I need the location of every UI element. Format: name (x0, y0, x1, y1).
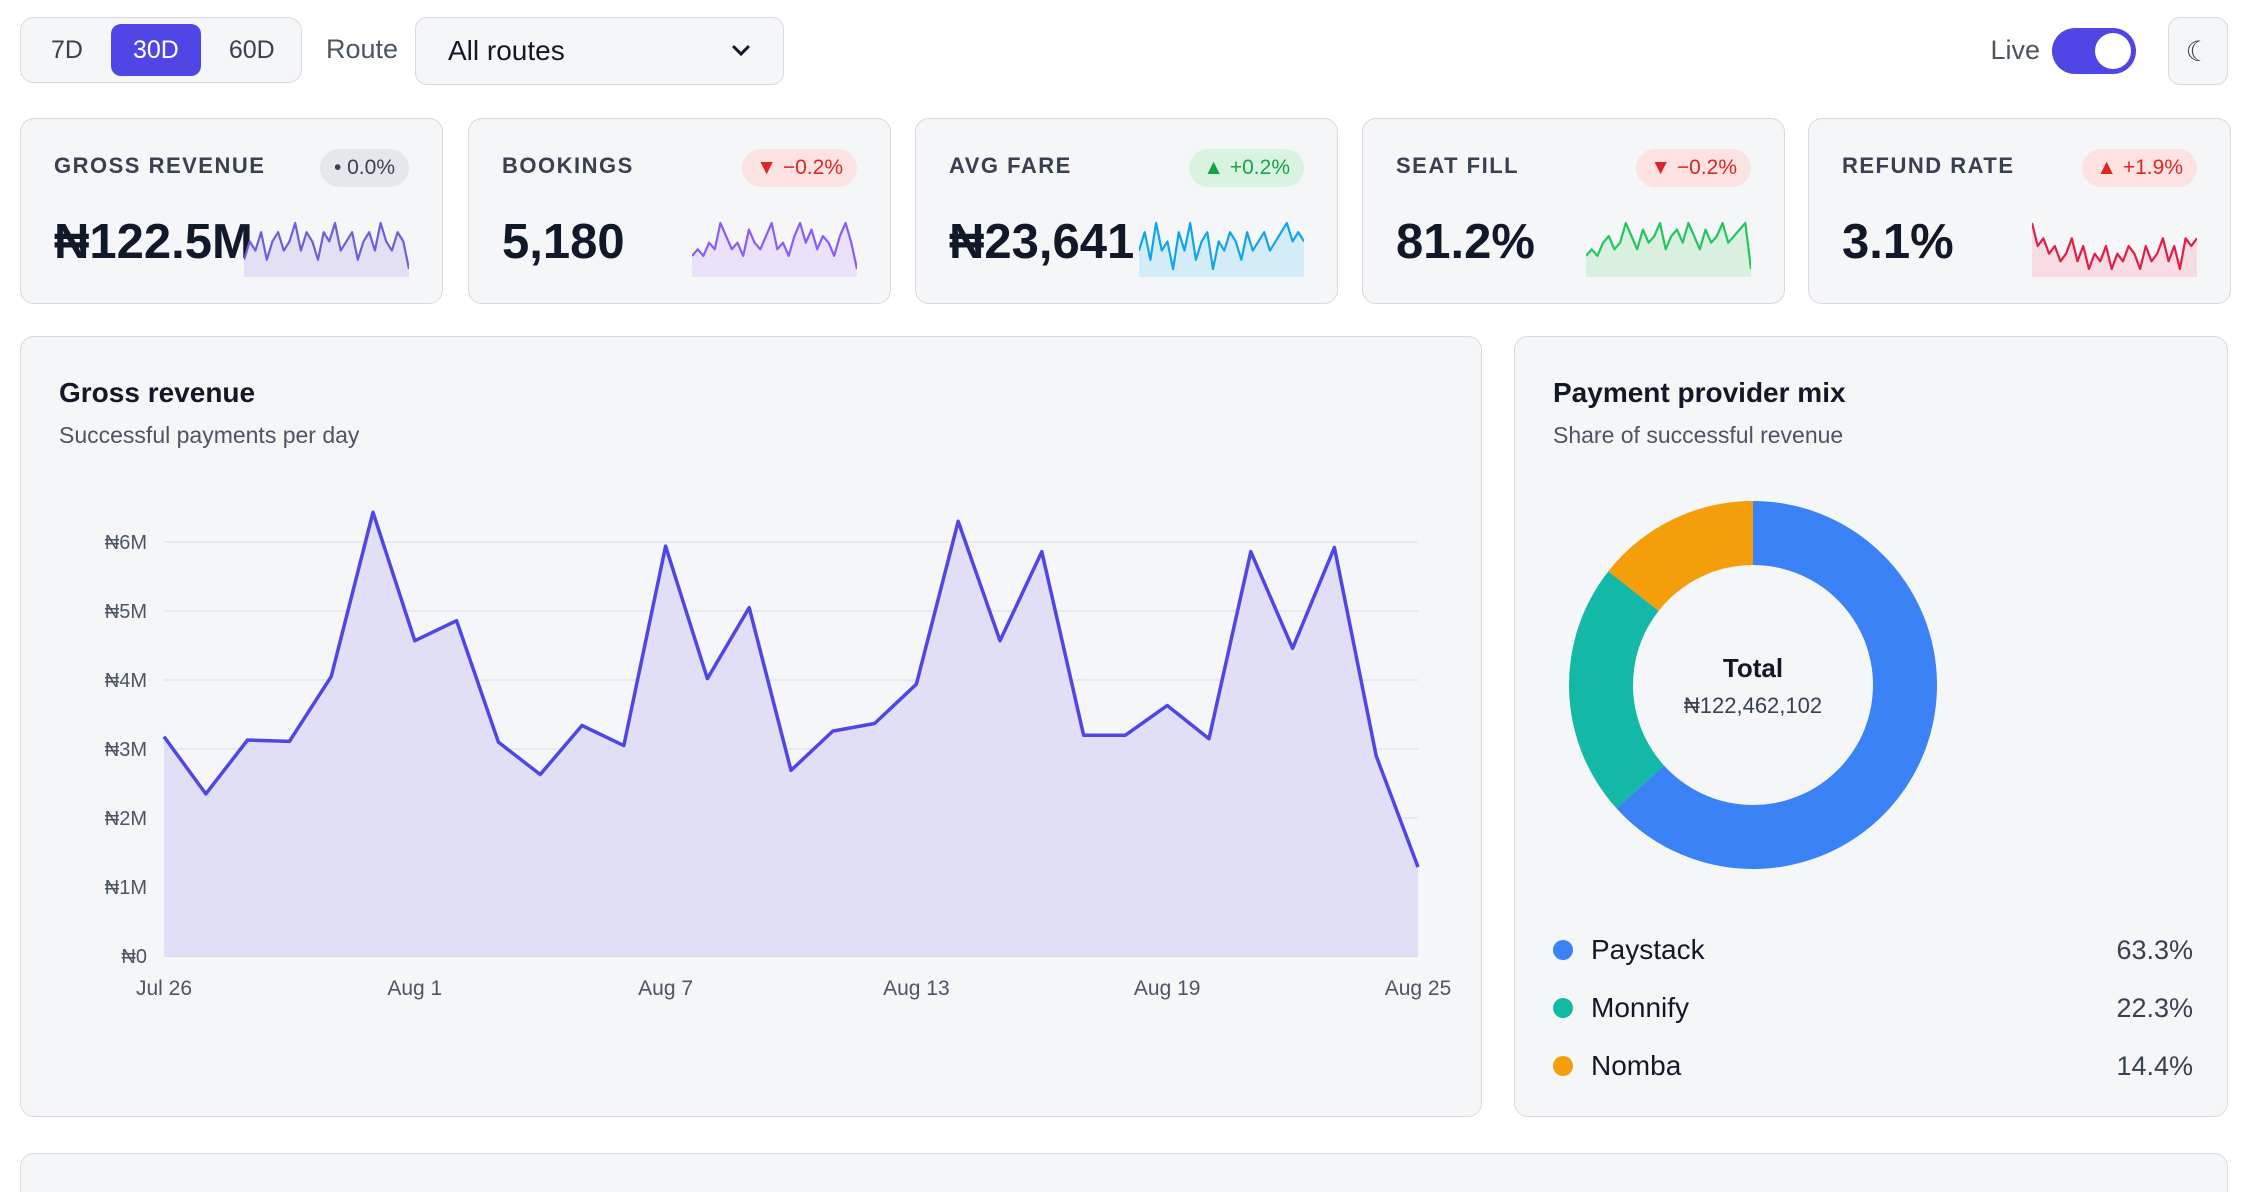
x-tick-label: Aug 7 (638, 977, 693, 1000)
donut-segment-paystack[interactable] (1616, 501, 1937, 869)
range-60d-button[interactable]: 60D (207, 24, 297, 76)
kpi-value: ₦23,641 (949, 215, 1135, 269)
legend-percent: 14.4% (2116, 1050, 2193, 1081)
y-tick-label: ₦5M (105, 601, 147, 623)
revenue-area-chart: ₦0 ₦1M ₦2M ₦3M ₦4M ₦5M ₦6M Jul 26 Aug 1 Aug 7 Aug … (105, 510, 1452, 1000)
range-selector: 7D 30D 60D (20, 17, 302, 83)
y-tick-label: ₦6M (105, 532, 147, 554)
route-select-value: All routes (448, 35, 565, 66)
panel-subtitle: Successful payments per day (59, 422, 360, 448)
kpi-trend-badge: ▼ −0.2% (742, 149, 857, 187)
y-tick-label: ₦1M (105, 877, 147, 899)
kpi-label: AVG FARE (949, 153, 1072, 178)
legend-dot (1553, 998, 1573, 1018)
toggle-knob (2095, 33, 2131, 69)
legend-name: Monnify (1591, 992, 1690, 1023)
legend-percent: 22.3% (2116, 992, 2193, 1023)
kpi-trend-badge: ▲ +0.2% (1189, 149, 1304, 187)
donut-segment-nomba[interactable] (1608, 501, 1753, 611)
range-30d-button[interactable]: 30D (110, 24, 201, 76)
panel-subtitle: Share of successful revenue (1553, 422, 1844, 448)
theme-toggle-button[interactable]: ☾ (2168, 17, 2228, 85)
live-label: Live (1990, 35, 2040, 65)
legend-dot (1553, 1056, 1573, 1076)
revenue-area (164, 512, 1418, 956)
legend-name: Paystack (1591, 934, 1705, 965)
kpi-trend-badge: ▼ −0.2% (1636, 149, 1751, 187)
legend-name: Nomba (1591, 1050, 1682, 1081)
kpi-sparkline (244, 221, 409, 277)
kpi-value: ₦122.5M (54, 215, 253, 269)
moon-icon: ☾ (2185, 35, 2211, 67)
kpi-sparkline (2032, 222, 2197, 277)
panel-title: Gross revenue (59, 377, 256, 408)
route-select[interactable]: All routes (415, 17, 784, 85)
sparkline-area (1139, 223, 1304, 277)
provider-donut-chart: Total ₦122,462,102 (1569, 501, 1937, 869)
bottom-panel (20, 1153, 2228, 1192)
sparkline-area (1586, 223, 1751, 277)
x-tick-label: Jul 26 (136, 977, 192, 1000)
kpi-trend-badge: • 0.0% (319, 149, 409, 187)
legend-percent: 63.3% (2116, 934, 2193, 965)
sparkline-line (1139, 221, 1304, 271)
live-toggle[interactable] (2052, 28, 2136, 74)
y-tick-label: ₦3M (105, 739, 147, 761)
revenue-line (162, 510, 1420, 868)
kpi-label: REFUND RATE (1842, 153, 2015, 178)
revenue-panel: Gross revenue Successful payments per da… (20, 336, 1482, 1117)
panel-title: Payment provider mix (1553, 377, 1846, 408)
x-tick-label: Aug 1 (387, 977, 442, 1000)
sparkline-area (2032, 223, 2197, 277)
y-tick-label: ₦2M (105, 808, 147, 830)
sparkline-line (244, 221, 409, 270)
y-tick-label: ₦4M (105, 670, 147, 692)
y-tick-label: ₦0 (121, 946, 147, 968)
donut-total-label: Total (1723, 653, 1783, 683)
legend-dot (1553, 940, 1573, 960)
kpi-sparkline (1586, 221, 1751, 277)
legend-item-nomba: Nomba 14.4% (1553, 1046, 2193, 1086)
donut-segment-monnify[interactable] (1569, 571, 1664, 809)
kpi-trend-badge: ▲ +1.9% (2082, 149, 2197, 187)
sparkline-line (692, 221, 857, 270)
legend-item-paystack: Paystack 63.3% (1553, 930, 2193, 970)
kpi-value: 3.1% (1842, 215, 1954, 269)
kpi-card-refund-rate: REFUND RATE ▲ +1.9% 3.1% (1808, 118, 2231, 304)
kpi-card-gross-revenue: GROSS REVENUE • 0.0% ₦122.5M (20, 118, 443, 304)
kpi-label: SEAT FILL (1396, 153, 1520, 178)
range-7d-button[interactable]: 7D (29, 24, 105, 76)
kpi-card-avg-fare: AVG FARE ▲ +0.2% ₦23,641 (915, 118, 1338, 304)
kpi-value: 81.2% (1396, 215, 1535, 269)
kpi-value: 5,180 (502, 215, 625, 269)
toolbar: 7D 30D 60D Route All routes Live ☾ (20, 17, 2228, 85)
sparkline-line (2032, 222, 2197, 271)
kpi-sparkline (692, 221, 857, 277)
sparkline-line (1586, 221, 1751, 270)
kpi-card-seat-fill: SEAT FILL ▼ −0.2% 81.2% (1362, 118, 1785, 304)
donut-total-value: ₦122,462,102 (1684, 693, 1822, 718)
kpi-label: GROSS REVENUE (54, 153, 266, 178)
kpi-label: BOOKINGS (502, 153, 634, 178)
chevron-down-icon (732, 45, 750, 57)
sparkline-area (692, 223, 857, 277)
kpi-card-bookings: BOOKINGS ▼ −0.2% 5,180 (468, 118, 891, 304)
provider-mix-panel: Payment provider mix Share of successful… (1514, 336, 2228, 1117)
x-tick-label: Aug 19 (1134, 977, 1201, 1000)
x-tick-label: Aug 25 (1385, 977, 1452, 1000)
kpi-sparkline (1139, 221, 1304, 277)
legend-item-monnify: Monnify 22.3% (1553, 988, 2193, 1028)
x-tick-label: Aug 13 (883, 977, 950, 1000)
route-label: Route (326, 34, 399, 64)
